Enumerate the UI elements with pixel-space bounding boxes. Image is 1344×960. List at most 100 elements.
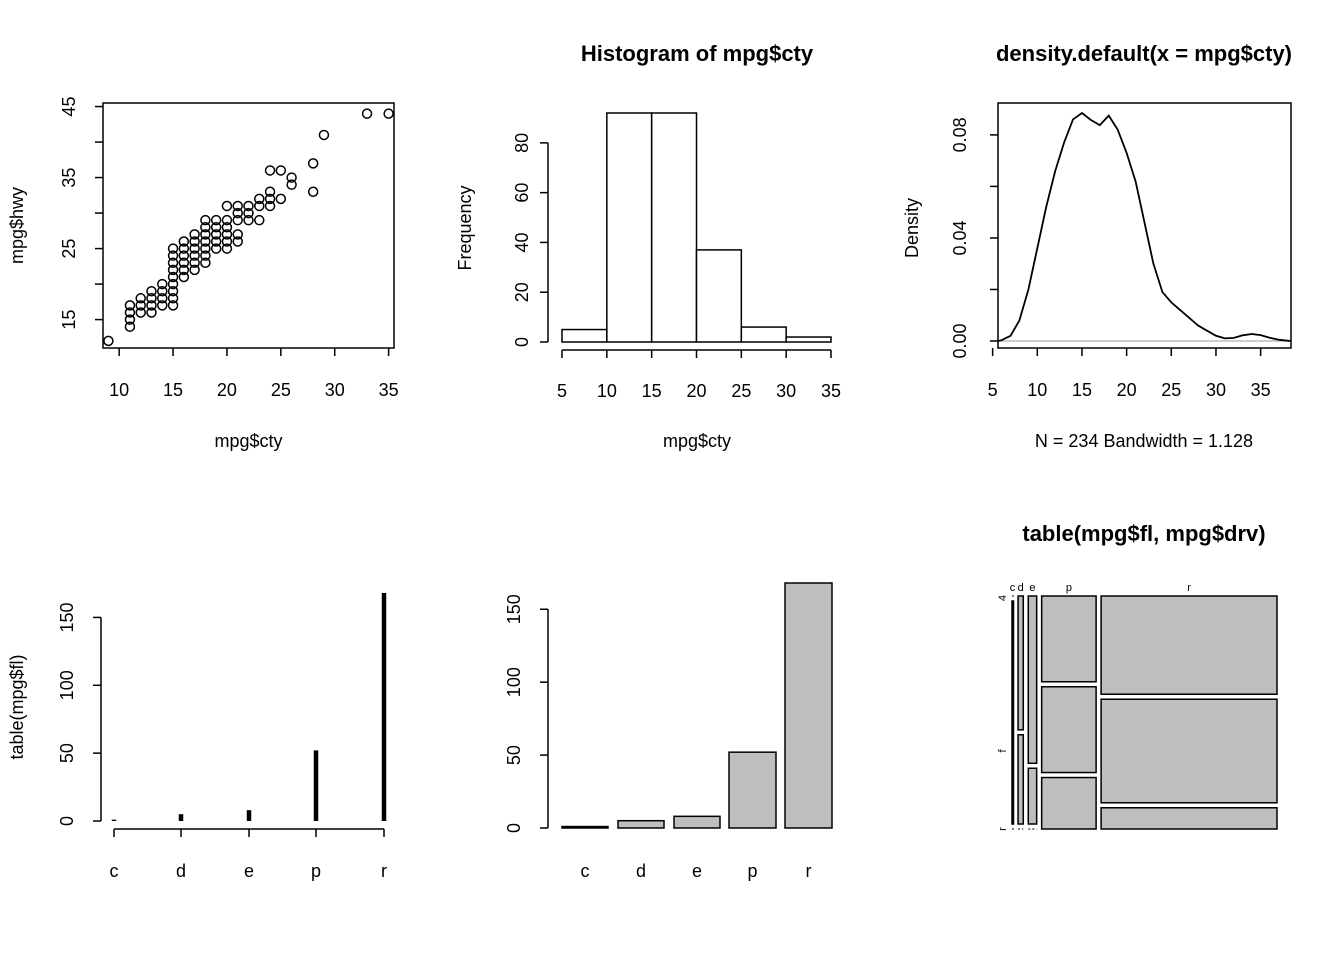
- data-point: [189, 264, 200, 276]
- data-point: [232, 207, 243, 219]
- data-point: [167, 278, 179, 290]
- y-tick-label: 0: [57, 816, 77, 826]
- data-point: [146, 293, 157, 304]
- data-point: [200, 229, 211, 240]
- y-axis-label: table(mpg$fl): [7, 654, 27, 759]
- data-point: [264, 200, 276, 212]
- data-point: [361, 108, 373, 119]
- mosaic-panel: c d e p r 4 f r table(mpg$fl, mpg$drv): [997, 521, 1278, 831]
- data-point: [167, 285, 179, 297]
- table-plot-panel: c d e p r 0 50 100 150 table(mpg$fl): [7, 593, 387, 881]
- y-axis-label: mpg$hwy: [7, 187, 27, 264]
- data-point: [232, 236, 243, 247]
- data-point: [178, 243, 190, 254]
- data-point: [254, 200, 265, 212]
- data-point: [178, 236, 190, 247]
- x-tick-label: 35: [379, 380, 399, 400]
- x-tick-label: 15: [642, 381, 662, 401]
- y-tick-label: 40: [512, 232, 532, 252]
- data-point: [221, 243, 233, 254]
- mosaic-row-label: f: [997, 749, 1009, 753]
- mosaic-cell: [1017, 734, 1025, 825]
- data-point: [275, 165, 287, 176]
- data-point: [178, 264, 190, 276]
- x-tick-label: r: [381, 861, 387, 881]
- chart-title: density.default(x = mpg$cty): [996, 41, 1292, 66]
- data-point: [307, 186, 319, 198]
- plot-frame: [997, 102, 1292, 349]
- data-point: [243, 207, 254, 219]
- data-point: [178, 257, 190, 269]
- x-tick-label: p: [311, 861, 321, 881]
- data-point: [135, 307, 146, 318]
- data-point: [232, 214, 243, 226]
- x-tick-label: 30: [776, 381, 796, 401]
- data-point: [189, 243, 200, 254]
- mosaic-row-label: 4: [997, 595, 1009, 601]
- x-tick-label: 25: [271, 380, 291, 400]
- data-point: [210, 214, 222, 226]
- data-point: [200, 250, 211, 261]
- y-tick-label: 0.08: [950, 117, 970, 152]
- data-point: [167, 250, 179, 261]
- x-tick-label: e: [692, 861, 702, 881]
- y-axis-label: Density: [902, 198, 922, 258]
- data-point: [307, 158, 319, 169]
- data-point: [189, 236, 200, 247]
- x-tick-label: 35: [1251, 380, 1271, 400]
- x-tick-label: 35: [821, 381, 841, 401]
- mosaic-column-label: c: [1010, 582, 1016, 594]
- data-point: [167, 257, 179, 269]
- mosaic-cell: [1100, 595, 1278, 695]
- x-tick-label: 20: [1117, 380, 1137, 400]
- data-point: [124, 321, 136, 332]
- y-tick-label: 100: [504, 667, 524, 697]
- data-point: [286, 172, 297, 183]
- x-tick-label: c: [110, 861, 119, 881]
- mosaic-cell: [1040, 595, 1097, 683]
- x-tick-label: 5: [557, 381, 567, 401]
- data-point: [178, 250, 190, 261]
- x-tick-label: 15: [163, 380, 183, 400]
- data-point: [135, 300, 146, 311]
- x-axis-label: mpg$cty: [214, 431, 282, 451]
- bar: [617, 819, 665, 829]
- y-axis-label: Frequency: [455, 185, 475, 270]
- data-point: [167, 300, 179, 311]
- y-tick-label: 100: [57, 670, 77, 700]
- data-point: [146, 285, 157, 297]
- y-tick-label: 0.00: [950, 323, 970, 358]
- data-point: [200, 222, 211, 233]
- x-tick-label: p: [747, 861, 757, 881]
- mosaic-cell: [1040, 776, 1097, 830]
- data-point: [221, 214, 233, 226]
- y-tick-label: 150: [57, 602, 77, 632]
- data-point: [221, 222, 233, 233]
- data-point: [124, 314, 136, 325]
- x-tick-label: 20: [686, 381, 706, 401]
- data-point: [232, 229, 243, 240]
- data-point: [318, 129, 330, 141]
- data-point: [146, 307, 157, 318]
- data-point: [286, 179, 297, 190]
- data-point: [254, 214, 265, 226]
- data-point: [157, 293, 168, 304]
- data-point: [210, 222, 222, 233]
- y-tick-label: 45: [59, 97, 79, 117]
- y-tick-label: 0: [504, 823, 524, 833]
- data-point: [200, 214, 211, 226]
- x-tick-label: 30: [325, 380, 345, 400]
- y-tick-label: 60: [512, 183, 532, 203]
- density-panel: 5 10 15 20 25 30 35 0.00 0.04 0.08 density.default…: [902, 41, 1292, 451]
- data-point: [210, 236, 222, 247]
- x-tick-label: 25: [1161, 380, 1181, 400]
- data-point: [189, 229, 200, 240]
- x-axis-label: mpg$cty: [663, 431, 731, 451]
- x-tick-label: 10: [1027, 380, 1047, 400]
- bar: [784, 582, 833, 829]
- data-point: [200, 257, 211, 269]
- x-tick-label: d: [176, 861, 186, 881]
- scatter-panel: 10 15 20 25 30 35 15 25 35 45 mpg$cty mpg$hwy: [7, 97, 399, 451]
- x-tick-label: 20: [217, 380, 237, 400]
